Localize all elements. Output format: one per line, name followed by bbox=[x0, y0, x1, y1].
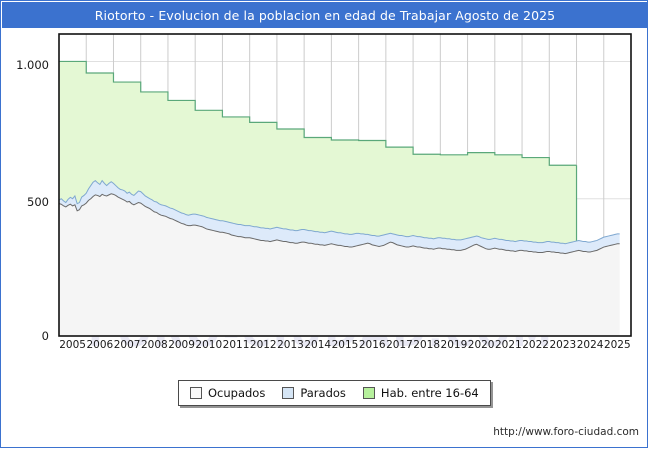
x-axis-tick-2012: 2012 bbox=[249, 339, 277, 351]
page-title: Riotorto - Evolucion de la poblacion en … bbox=[94, 7, 556, 23]
x-axis-tick-2015: 2015 bbox=[331, 339, 359, 351]
x-axis-tick-2025: 2025 bbox=[603, 339, 631, 351]
x-axis-tick-2022: 2022 bbox=[522, 339, 549, 351]
footer-url: http://www.foro-ciudad.com bbox=[493, 426, 639, 438]
x-axis-tick-2014: 2014 bbox=[304, 339, 332, 351]
legend-swatch-icon bbox=[362, 387, 375, 399]
x-axis-tick-2006: 2006 bbox=[86, 339, 114, 351]
legend-item-1[interactable]: Parados bbox=[282, 386, 346, 400]
legend-label: Hab. entre 16-64 bbox=[380, 386, 479, 400]
x-axis-tick-2024: 2024 bbox=[576, 339, 604, 351]
y-axis-tick-500: 500 bbox=[27, 195, 49, 209]
x-axis-tick-2009: 2009 bbox=[168, 339, 195, 351]
x-axis-tick-2005: 2005 bbox=[59, 339, 86, 351]
window-title-bar: Riotorto - Evolucion de la poblacion en … bbox=[2, 2, 648, 28]
chart-legend: Ocupados Parados Hab. entre 16-64 bbox=[178, 380, 491, 406]
plot-area bbox=[58, 33, 632, 337]
x-axis-tick-2011: 2011 bbox=[222, 339, 250, 351]
x-axis-tick-2019: 2019 bbox=[440, 339, 468, 351]
x-axis-tick-2017: 2017 bbox=[386, 339, 413, 351]
y-axis-tick-1000: 1.000 bbox=[16, 58, 49, 72]
x-axis-tick-2013: 2013 bbox=[277, 339, 304, 351]
x-axis-tick-2016: 2016 bbox=[358, 339, 386, 351]
legend-label: Ocupados bbox=[208, 386, 266, 400]
x-axis-tick-2021: 2021 bbox=[495, 339, 522, 351]
x-axis-tick-2023: 2023 bbox=[549, 339, 577, 351]
y-axis-tick-0: 0 bbox=[41, 329, 49, 343]
x-axis-tick-2018: 2018 bbox=[413, 339, 441, 351]
x-axis-labels: 2005 2006 2007 2008 2009 2010 2011 2012 2013 2014… bbox=[59, 337, 631, 353]
legend-swatch-icon bbox=[282, 387, 295, 399]
chart-canvas: FORO-CIUDAD.COM 1.000 500 0 200520062007… bbox=[1, 28, 649, 448]
x-axis-tick-2020: 2020 bbox=[467, 339, 495, 351]
legend-swatch-icon bbox=[190, 387, 202, 399]
legend-label: Parados bbox=[300, 386, 346, 400]
x-axis-tick-2010: 2010 bbox=[195, 339, 223, 351]
legend-item-0[interactable]: Ocupados bbox=[190, 386, 265, 400]
legend-item-2[interactable]: Hab. entre 16-64 bbox=[362, 386, 479, 400]
x-axis-tick-2007: 2007 bbox=[113, 339, 141, 351]
x-axis-tick-2008: 2008 bbox=[140, 339, 168, 351]
